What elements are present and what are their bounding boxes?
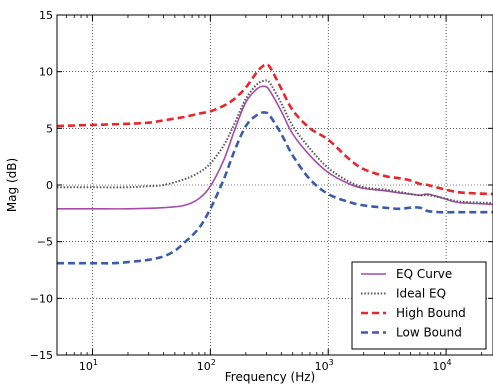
eq-curve-line	[57, 85, 493, 210]
low-bound-line	[57, 111, 493, 265]
legend-label: EQ Curve	[396, 267, 452, 281]
x-tick-label: 101	[79, 358, 98, 373]
y-tick-label: −15	[30, 349, 53, 362]
ideal-eq-line	[56, 79, 493, 205]
y-tick-label: 5	[46, 122, 53, 135]
y-axis-label: Mag (dB)	[5, 158, 19, 212]
y-tick-label: 15	[39, 9, 53, 22]
y-tick-label: 10	[39, 66, 53, 79]
legend-label: Ideal EQ	[396, 287, 446, 301]
x-tick-label: 103	[315, 358, 334, 373]
legend-label: High Bound	[396, 306, 466, 320]
x-tick-label: 104	[433, 358, 452, 373]
y-tick-label: −5	[37, 236, 53, 249]
legend-label: Low Bound	[396, 326, 462, 340]
series-layer	[56, 62, 493, 265]
x-tick-label: 102	[197, 358, 216, 373]
legend: EQ Curve Ideal EQ High Bound Low Bound	[351, 261, 487, 350]
legend-box	[351, 261, 487, 350]
y-tick-label: −10	[30, 292, 53, 305]
x-axis-label: Frequency (Hz)	[225, 370, 316, 384]
y-tick-label: 0	[46, 179, 53, 192]
high-bound-line	[56, 62, 493, 196]
ticks: −15 −10 −5 0 5 10 15 101 102 103 104	[30, 9, 493, 373]
